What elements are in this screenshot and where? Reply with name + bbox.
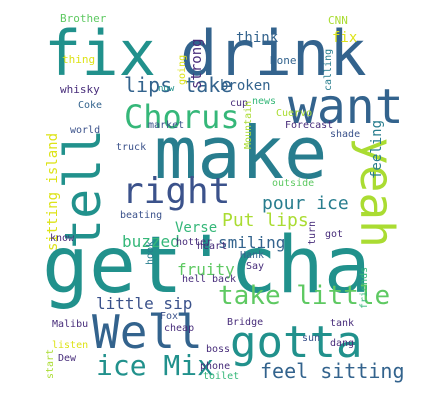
word-mountain: Mountain	[243, 100, 254, 149]
word-phone: phone	[200, 361, 231, 372]
word-drink: drink	[180, 17, 367, 90]
word-want: want	[288, 79, 404, 135]
word-friends: friends	[359, 266, 370, 309]
word-shade: shade	[330, 129, 361, 140]
word-toilet: toilet	[203, 371, 240, 382]
word-whisky: whisky	[60, 83, 100, 96]
word-listen: listen	[52, 340, 89, 351]
word-cloud: get'cha make fix drink tell want yeah We…	[40, 9, 404, 386]
word-malibu: Malibu	[52, 319, 89, 330]
word-think: think	[236, 30, 279, 46]
word-know: know	[50, 233, 75, 244]
word-brother: Brother	[60, 12, 107, 25]
word-coke: Coke	[78, 100, 103, 111]
word-strong: strong	[189, 38, 205, 89]
word-hell: hell	[182, 274, 207, 285]
word-buzzed: buzzed	[122, 232, 180, 251]
word-news: news	[252, 96, 277, 107]
word-market: market	[148, 120, 185, 131]
word-pour-ice: pour ice	[262, 193, 349, 214]
word-fox: Fox	[160, 311, 179, 322]
word-tell: tell	[54, 128, 112, 249]
word-put-lips: Put lips	[222, 210, 309, 231]
word-outside: outside	[272, 178, 315, 189]
word-dang: dang	[330, 338, 355, 349]
word-dew: Dew	[58, 353, 77, 364]
word-cup: cup	[230, 98, 249, 109]
word-well: Well	[92, 305, 203, 359]
word-boss: boss	[206, 344, 231, 355]
word-make: make	[154, 111, 328, 195]
word-fix: fix	[44, 17, 156, 90]
word-lips-take: lips take	[124, 73, 233, 97]
word-feel-sitting: feel sitting	[260, 359, 404, 383]
word-verse: Verse	[175, 220, 218, 236]
word-gotta: gotta	[230, 317, 363, 368]
word-start: start	[45, 348, 56, 379]
word-take-little: take little	[218, 281, 391, 311]
word-calling: calling	[323, 48, 334, 91]
word-beating: beating	[120, 210, 163, 221]
word-truck: truck	[116, 142, 147, 153]
word-world: world	[70, 125, 101, 136]
word-going: going	[177, 54, 188, 85]
word-fix-small: fix	[332, 30, 358, 46]
word-fruity: fruity	[177, 260, 235, 279]
word-say: Say	[246, 261, 265, 272]
word-got: got	[325, 229, 344, 240]
word-broken: broken	[220, 78, 271, 94]
word-feeling: feeling	[369, 119, 385, 179]
word-now: now	[158, 84, 175, 94]
word-turn: turn	[307, 220, 318, 245]
word-get-cha: get'cha	[42, 221, 371, 311]
word-forecast: Forecast	[285, 120, 334, 131]
word-cnn: CNN	[328, 14, 348, 27]
word-none: None	[270, 54, 297, 67]
word-heart: heart	[197, 241, 228, 252]
word-cheap: cheap	[164, 323, 195, 334]
word-cuervo: Cuervo	[276, 108, 313, 119]
word-bridge: Bridge	[227, 317, 264, 328]
word-right: right	[122, 171, 231, 212]
word-tank: tank	[330, 318, 355, 329]
word-ice-mix: ice Mix	[96, 349, 215, 382]
word-little-sip: little sip	[96, 294, 193, 313]
word-smiling: smiling	[218, 233, 286, 252]
word-hook: hook	[145, 240, 156, 265]
word-hotter: hotter	[176, 237, 213, 248]
word-hank: Hank	[240, 250, 265, 261]
word-sun: sun	[302, 333, 321, 344]
word-chorus: Chorus	[124, 98, 240, 136]
word-thing: thing	[62, 53, 96, 66]
word-back: back	[212, 274, 237, 285]
